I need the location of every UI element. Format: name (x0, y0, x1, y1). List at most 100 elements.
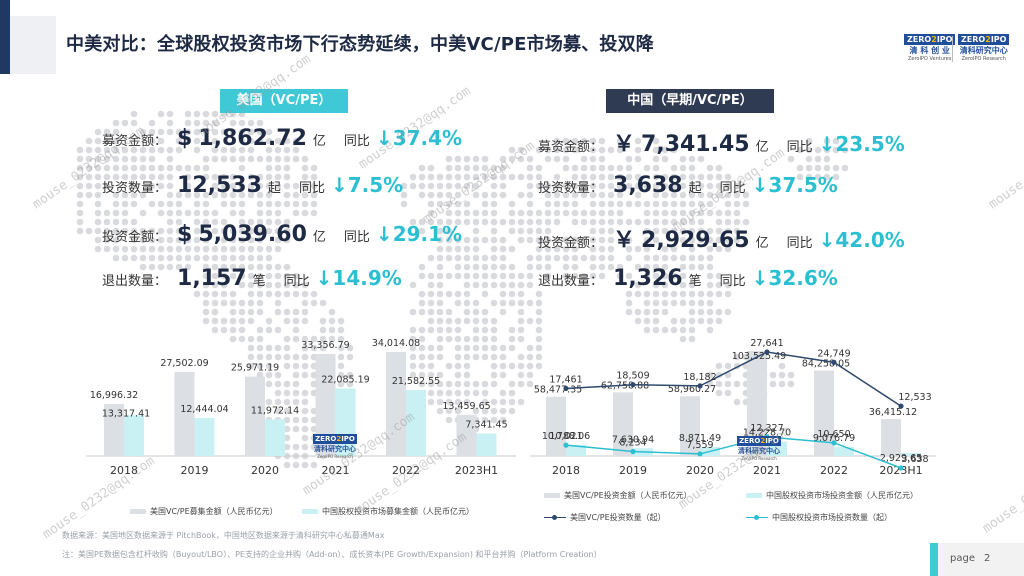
map-dot (445, 164, 453, 172)
map-dot (517, 362, 525, 370)
bar-us-fundraising (104, 404, 124, 456)
map-dot (76, 200, 84, 208)
map-dot (436, 254, 444, 262)
map-dot (652, 290, 660, 298)
map-dot (454, 380, 462, 388)
map-dot (247, 308, 255, 316)
map-dot (265, 164, 273, 172)
map-dot (436, 218, 444, 226)
map-dot (616, 209, 624, 217)
map-dot (616, 137, 624, 145)
map-dot (661, 290, 669, 298)
map-dot (265, 200, 273, 208)
map-dot (409, 308, 417, 316)
map-dot (247, 155, 255, 163)
map-dot (292, 317, 300, 325)
map-dot (463, 380, 471, 388)
map-dot (517, 281, 525, 289)
map-dot (634, 281, 642, 289)
map-dot (508, 218, 516, 226)
map-dot (247, 191, 255, 199)
map-dot (76, 182, 84, 190)
map-dot (463, 371, 471, 379)
map-dot (490, 416, 498, 424)
map-dot (409, 362, 417, 370)
map-dot (238, 281, 246, 289)
map-dot (625, 218, 633, 226)
map-dot (274, 353, 282, 361)
map-dot (283, 308, 291, 316)
map-dot (166, 236, 174, 244)
map-dot (598, 245, 606, 253)
map-dot (445, 416, 453, 424)
map-dot (238, 119, 246, 127)
map-dot (571, 209, 579, 217)
map-dot (679, 191, 687, 199)
line-point (563, 385, 569, 392)
map-dot (202, 254, 210, 262)
map-dot (598, 236, 606, 244)
map-dot (211, 308, 219, 316)
map-dot (562, 155, 570, 163)
map-dot (418, 326, 426, 334)
map-dot (517, 155, 525, 163)
map-dot (499, 155, 507, 163)
map-dot (616, 218, 624, 226)
map-dot (274, 281, 282, 289)
down-arrow-icon: ↓ (375, 222, 393, 246)
map-dot (715, 218, 723, 226)
map-dot (256, 227, 264, 235)
map-dot (148, 182, 156, 190)
map-dot (634, 218, 642, 226)
map-dot (688, 299, 696, 307)
map-dot (472, 344, 480, 352)
stat-value: 7,341.45 (641, 132, 750, 157)
map-dot (292, 371, 300, 379)
map-dot (445, 380, 453, 388)
stat-currency: ￥ (613, 132, 636, 157)
map-dot (562, 137, 570, 145)
map-dot (157, 137, 165, 145)
map-dot (130, 182, 138, 190)
map-dot (184, 254, 192, 262)
map-dot (184, 137, 192, 145)
stat-value: 1,862.72 (198, 126, 307, 151)
bar-us-fundraising (315, 354, 336, 456)
map-dot (256, 209, 264, 217)
map-dot (472, 281, 480, 289)
map-dot (85, 155, 93, 163)
map-dot (121, 146, 129, 154)
map-dot (733, 191, 741, 199)
map-dot (544, 263, 552, 271)
map-dot (706, 326, 714, 334)
map-dot (328, 317, 336, 325)
map-dot (481, 308, 489, 316)
map-dot (283, 218, 291, 226)
map-dot (679, 218, 687, 226)
map-dot (256, 344, 264, 352)
map-dot (481, 353, 489, 361)
map-dot (76, 164, 84, 172)
map-dot (454, 398, 462, 406)
data-label: 8,234 (619, 438, 646, 449)
map-dot (427, 380, 435, 388)
map-dot (274, 209, 282, 217)
map-dot (499, 398, 507, 406)
map-dot (427, 353, 435, 361)
map-dot (607, 182, 615, 190)
map-dot (715, 173, 723, 181)
map-dot (247, 263, 255, 271)
map-dot (697, 209, 705, 217)
map-dot (310, 173, 318, 181)
map-dot (499, 371, 507, 379)
map-dot (202, 281, 210, 289)
map-dot (436, 344, 444, 352)
map-dot (328, 335, 336, 343)
map-dot (841, 164, 849, 172)
map-dot (418, 290, 426, 298)
map-dot (436, 398, 444, 406)
map-dot (310, 164, 318, 172)
map-dot (265, 272, 273, 280)
map-dot (445, 254, 453, 262)
map-dot (247, 245, 255, 253)
